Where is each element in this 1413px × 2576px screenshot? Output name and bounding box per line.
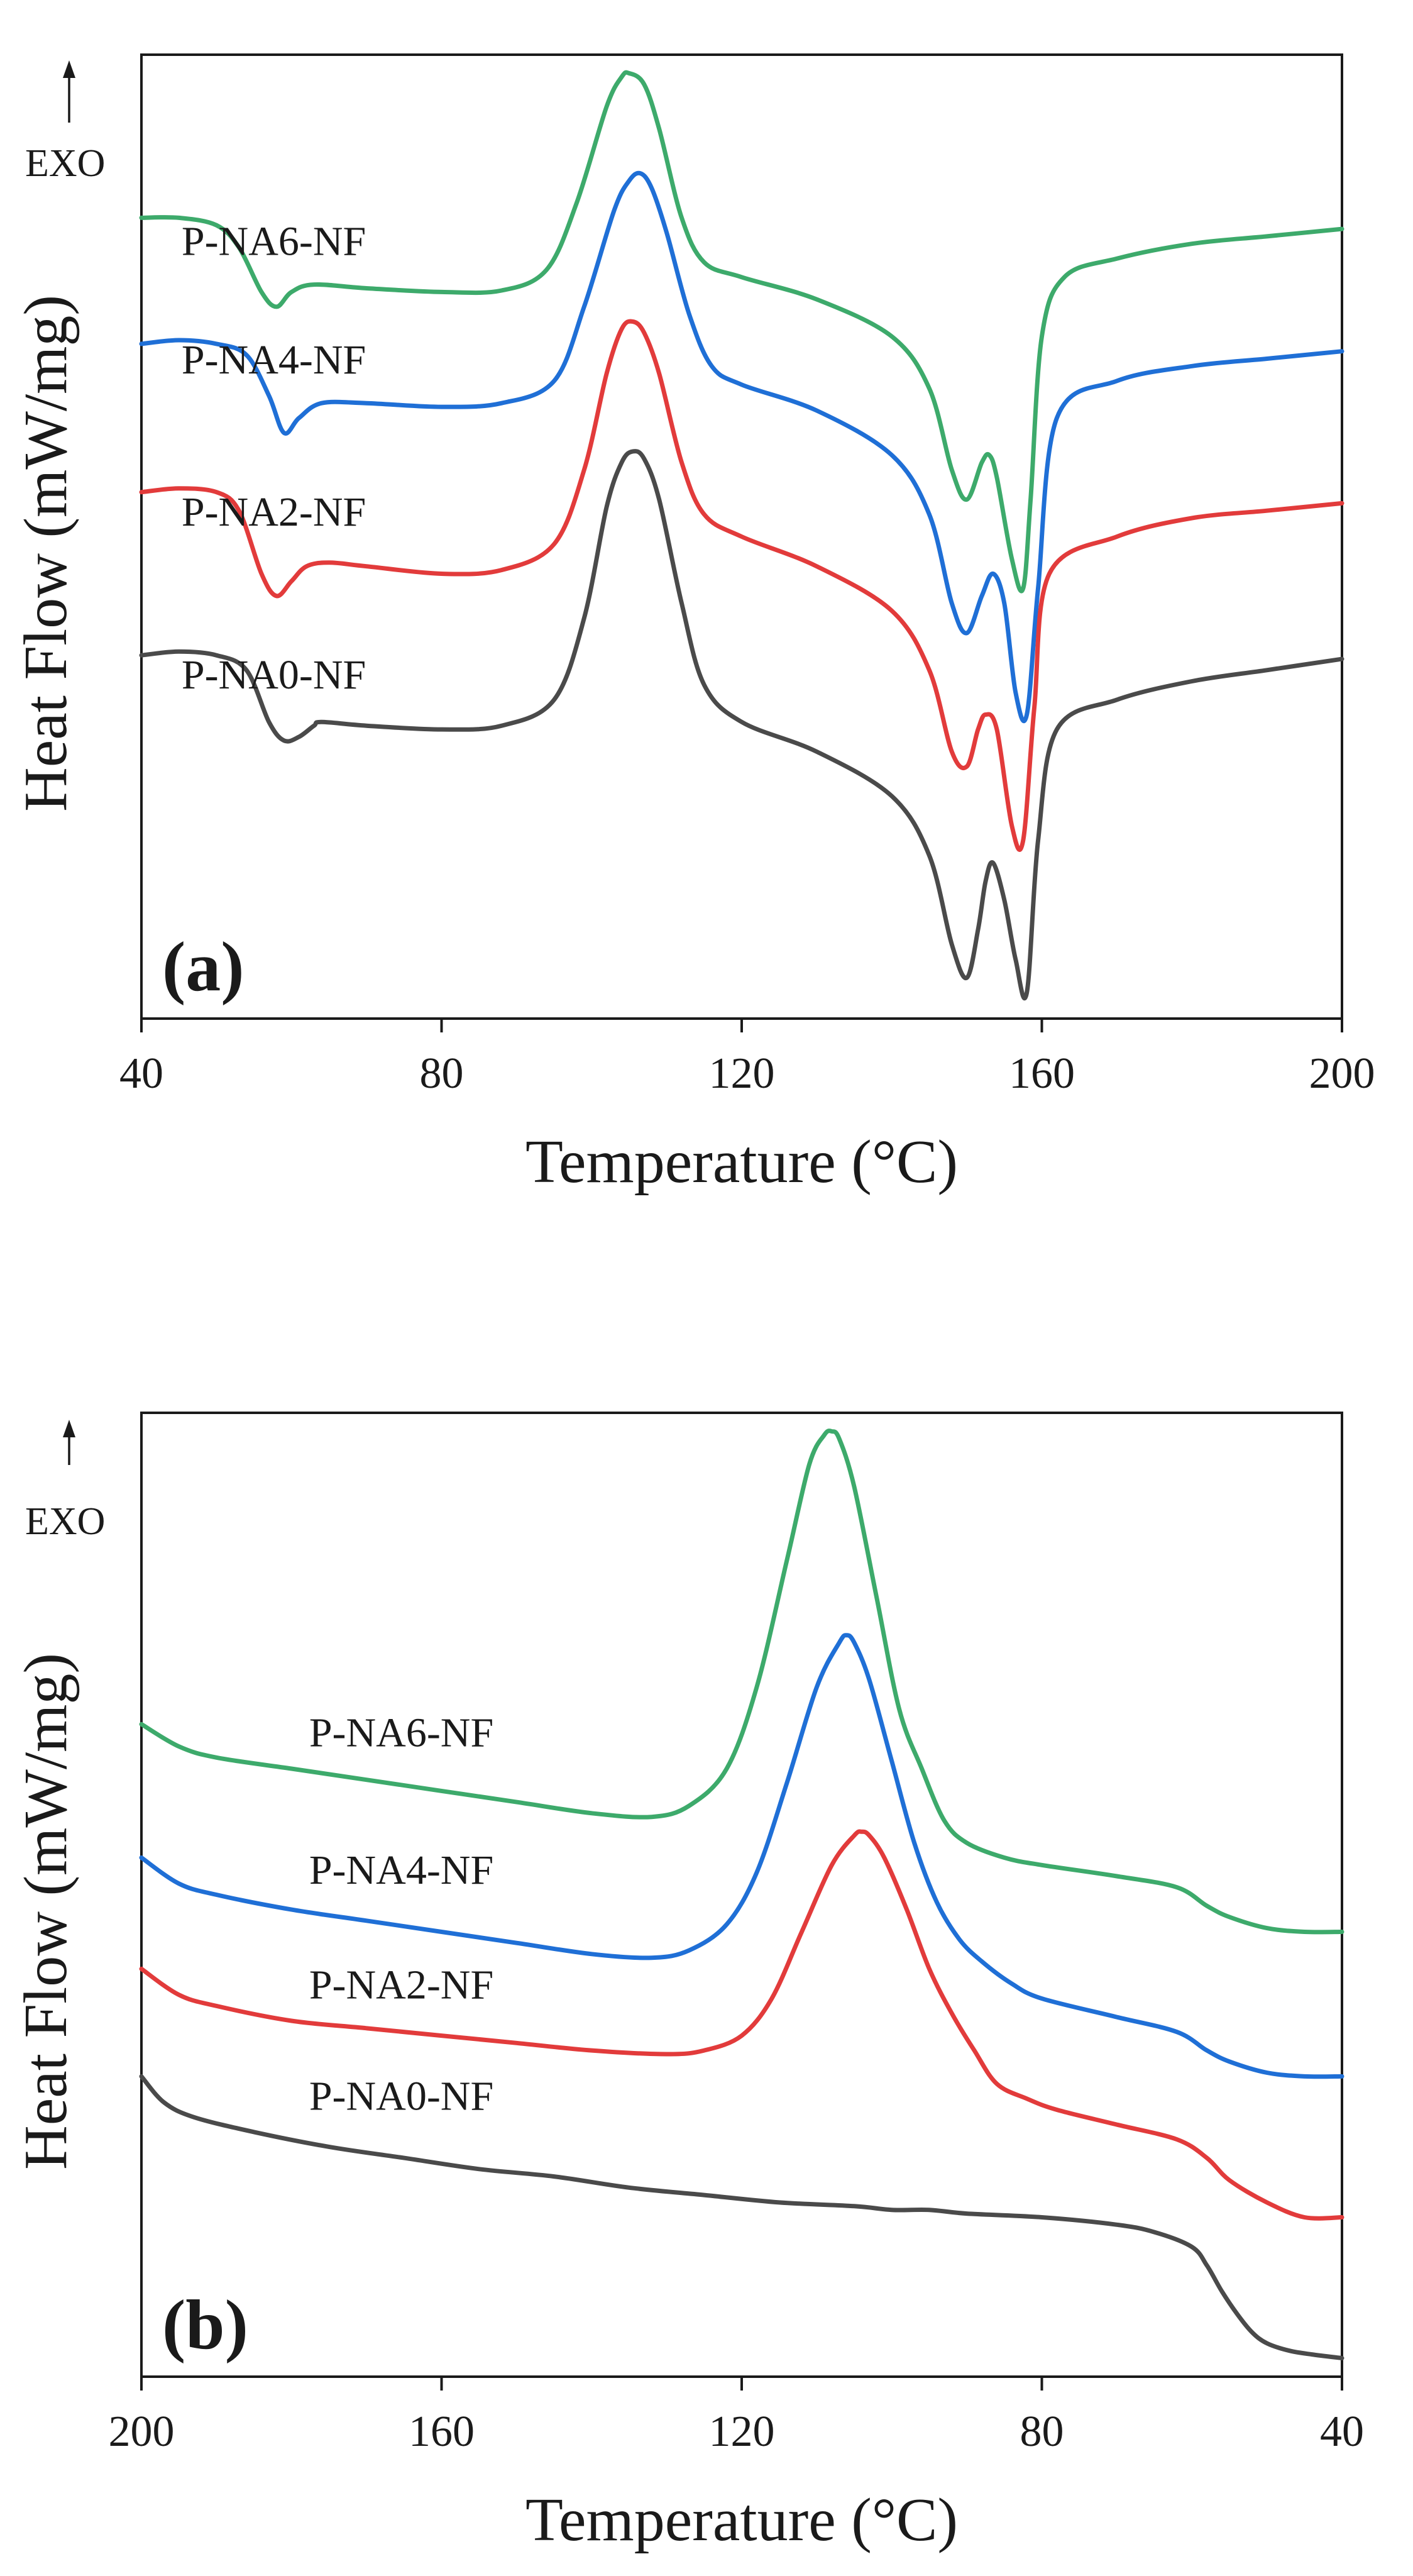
series-line-p-na4-nf [139,170,1344,724]
series-label-p-na2-nf: P-NA2-NF [309,1962,493,2008]
series-label-p-na0-nf: P-NA0-NF [309,2073,493,2119]
x-axis-title: Temperature (°C) [525,1128,958,1196]
x-tick-label: 160 [409,2407,475,2456]
series-label-p-na4-nf: P-NA4-NF [309,1847,493,1893]
exo-indicator: EXO [25,60,105,185]
series-line-p-na2-nf [139,1829,1344,2221]
up-arrow-icon [63,1420,75,1437]
series-line-p-na6-nf [139,1429,1344,1935]
x-tick-label: 120 [709,2407,775,2456]
exo-label: EXO [25,1500,105,1543]
series-label-p-na6-nf: P-NA6-NF [309,1710,493,1756]
x-tick-label: 120 [709,1049,775,1098]
panel-label: (b) [162,2286,248,2364]
x-tick-label: 80 [420,1049,464,1098]
exo-label: EXO [25,142,105,185]
series-line-p-na0-nf [139,2074,1344,2360]
plot-area: P-NA6-NF P-NA4-NF P-NA2-NF P-NA0-NF [139,70,1344,1001]
x-ticks: 200 160 120 80 40 [109,2377,1364,2456]
exo-indicator: EXO [25,1420,105,1543]
y-axis-title: Heat Flow (mW/mg) [12,1653,80,2170]
panel-b-cooling-curves: P-NA6-NF P-NA4-NF P-NA2-NF P-NA0-NF 200 160 1… [12,1412,1364,2554]
x-ticks: 40 80 120 160 200 [119,1019,1375,1098]
plot-area: P-NA6-NF P-NA4-NF P-NA2-NF P-NA0-NF [139,1429,1344,2360]
series-line-p-na2-nf [139,319,1344,852]
series-label-p-na6-nf: P-NA6-NF [182,218,366,264]
x-tick-label: 40 [119,1049,163,1098]
series-label-p-na4-nf: P-NA4-NF [182,337,366,383]
series-line-p-na0-nf [139,449,1344,1001]
y-axis-title: Heat Flow (mW/mg) [12,295,80,812]
x-tick-label: 160 [1009,1049,1075,1098]
x-tick-label: 80 [1020,2407,1064,2456]
panel-a-heating-curves: P-NA6-NF P-NA4-NF P-NA2-NF P-NA0-NF 40 80 120… [12,53,1375,1196]
x-tick-label: 200 [109,2407,175,2456]
up-arrow-icon [63,60,75,78]
x-axis-title: Temperature (°C) [525,2486,958,2554]
panel-label: (a) [162,928,245,1006]
series-label-p-na2-nf: P-NA2-NF [182,489,366,535]
series-line-p-na6-nf [139,70,1344,594]
series-line-p-na4-nf [139,1633,1344,2079]
series-label-p-na0-nf: P-NA0-NF [182,652,366,698]
x-tick-label: 200 [1309,1049,1375,1098]
x-tick-label: 40 [1320,2407,1364,2456]
